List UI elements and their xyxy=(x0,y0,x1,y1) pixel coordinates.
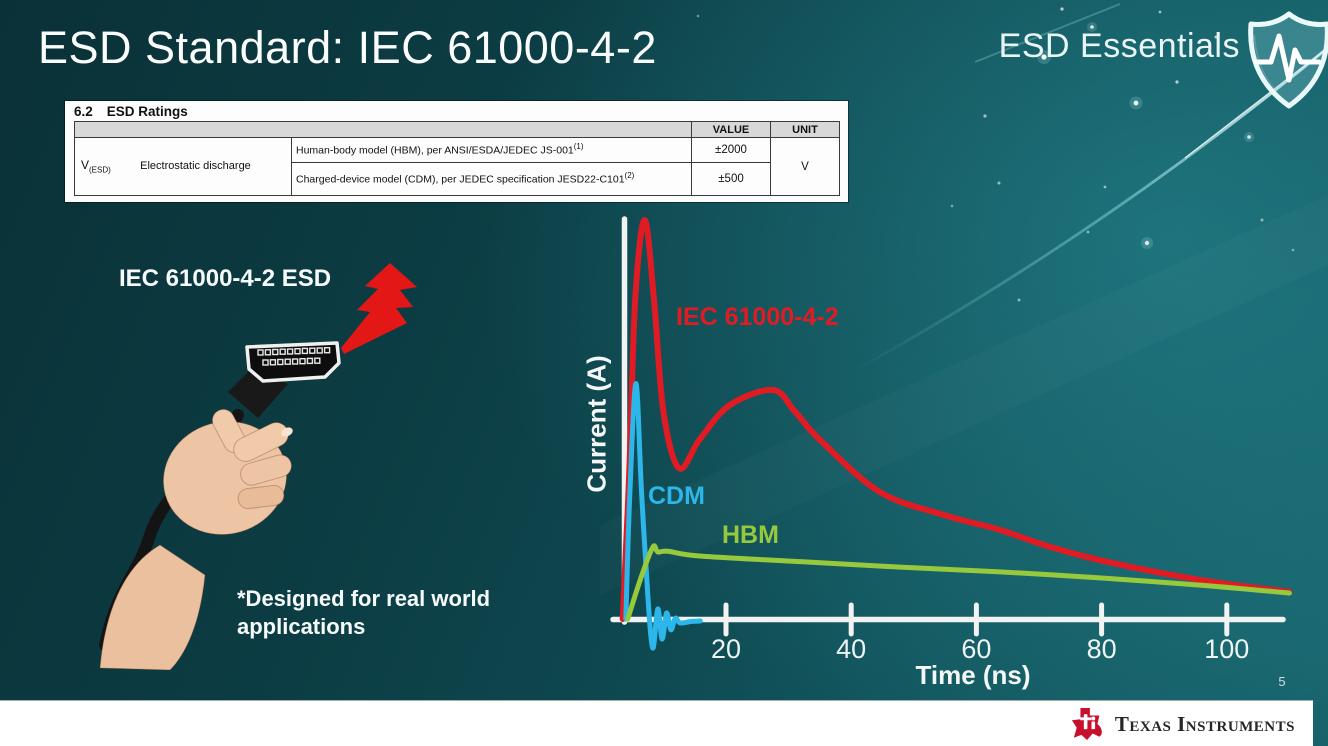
series-label-cdm: CDM xyxy=(648,482,705,510)
x-tick-label: 80 xyxy=(1086,634,1117,664)
ti-wordmark: Texas Instruments xyxy=(1114,711,1295,736)
x-tick-label: 60 xyxy=(961,634,992,664)
caption-text: ESD Ratings xyxy=(106,104,188,119)
table-caption: 6.2 ESD Ratings xyxy=(65,101,848,121)
table-row: Charged-device model (CDM), per JEDEC sp… xyxy=(75,162,840,196)
footnote-1: (1) xyxy=(573,142,584,152)
star-dots xyxy=(696,7,1295,302)
x-tick-label: 100 xyxy=(1204,634,1250,664)
chart-curves xyxy=(619,217,1293,651)
row-name: Electrostatic discharge xyxy=(140,160,251,173)
esd-shield-icon xyxy=(1248,11,1328,109)
y-axis-label: Current (A) xyxy=(581,355,612,493)
faint-beam xyxy=(974,3,1121,63)
series-label-hbm: HBM xyxy=(722,521,779,549)
table-header-row: VALUE UNIT xyxy=(74,121,840,138)
page-title: ESD Standard: IEC 61000-4-2 xyxy=(38,22,657,73)
unit-header: UNIT xyxy=(770,121,840,138)
x-tick-label: 20 xyxy=(710,634,742,664)
lightning-bolt-icon xyxy=(341,263,417,354)
footer-bar: Texas Instruments xyxy=(0,700,1313,746)
finger xyxy=(237,484,285,510)
value-header: VALUE xyxy=(691,121,771,138)
series-label-iec: IEC 61000-4-2 xyxy=(676,303,839,331)
note-line-2: applications xyxy=(237,614,366,640)
empty-header-cell xyxy=(74,121,692,138)
esd-ratings-table: VALUE UNIT V(ESD) Electrostatic discharg… xyxy=(74,121,840,196)
finger xyxy=(240,454,292,486)
footnote-2: (2) xyxy=(624,171,635,181)
v-esd-subscript: (ESD) xyxy=(89,165,111,175)
page-number: 5 xyxy=(1278,674,1286,689)
heartbeat-pulse-icon xyxy=(1254,33,1322,83)
designed-note: *Designed for real world applications xyxy=(237,585,490,641)
symbol-cell: V(ESD) Electrostatic discharge xyxy=(74,137,292,196)
series-curve-IEC 61000-4-2 xyxy=(619,217,1293,622)
x-axis-label: Time (ns) xyxy=(915,660,1031,690)
ti-bug-icon xyxy=(1071,707,1102,741)
comet-beam-core xyxy=(1184,46,1328,159)
table-row: V(ESD) Electrostatic discharge Human-bod… xyxy=(74,137,840,196)
hand-holding-connector-illustration xyxy=(99,263,417,670)
hdmi-connector-icon xyxy=(245,341,341,383)
cdm-value-cell: ±500 xyxy=(691,162,771,196)
esd-current-chart xyxy=(610,216,1293,651)
iec-esd-label: IEC 61000-4-2 ESD xyxy=(119,265,332,292)
hbm-description-cell: Human-body model (HBM), per ANSI/ESDA/JE… xyxy=(291,137,692,163)
note-line-1: *Designed for real world xyxy=(237,586,491,611)
esd-ratings-panel: 6.2 ESD Ratings VALUE UNIT V(ESD) Electro… xyxy=(65,101,848,202)
fingernail xyxy=(281,427,293,437)
cdm-description-cell: Charged-device model (CDM), per JEDEC sp… xyxy=(291,162,692,196)
series-curve-CDM xyxy=(623,381,703,651)
caption-number: 6.2 xyxy=(74,104,93,119)
unit-cell: V xyxy=(770,137,840,196)
x-tick-label: 40 xyxy=(836,634,867,664)
hbm-value-cell: ±2000 xyxy=(691,137,771,163)
ti-logo: Texas Instruments xyxy=(1071,706,1295,742)
comet-beam xyxy=(851,45,1328,374)
forearm xyxy=(99,544,206,670)
v-esd-symbol: V xyxy=(81,158,90,173)
series-title: ESD Essentials xyxy=(998,27,1240,65)
series-curve-HBM xyxy=(625,543,1292,622)
